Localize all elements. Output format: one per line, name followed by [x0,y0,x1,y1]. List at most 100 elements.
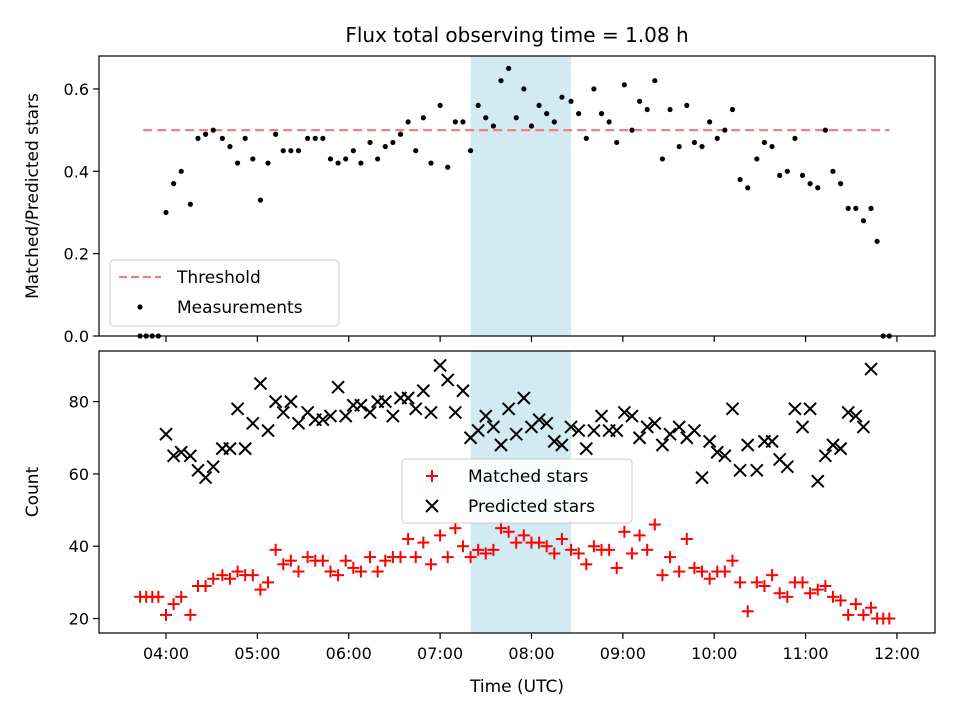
predicted-point [811,474,825,488]
predicted-point [331,380,345,394]
measurement-point [375,156,381,162]
matched-point [750,576,763,589]
predicted-point [284,394,298,409]
predicted-point [509,427,523,441]
predicted-point [610,423,624,438]
predicted-point [441,373,455,387]
measurement-point [667,106,673,113]
predicted-point [174,445,188,459]
predicted-point [826,438,840,452]
y-axis-ticks: 0.0 0.2 0.4 0.6 [64,80,99,346]
legend: Threshold Measurements [109,259,340,327]
matched-point [540,540,553,553]
measurement-point [568,98,574,104]
predicted-point [409,402,423,416]
matched-point [394,551,407,564]
measurement-point [195,135,201,141]
measurement-point [784,168,790,174]
measurement-point [265,160,271,166]
predicted-point [206,459,220,474]
measurement-point [722,127,728,133]
matched-point [648,518,661,531]
predicted-point [291,416,306,431]
predicted-point [354,398,368,412]
matched-point [479,547,492,560]
measurement-point [420,115,426,121]
measurement-point [614,139,620,146]
measurement-point [242,135,248,141]
measurement-point [754,156,760,162]
measurement-point [475,102,481,109]
measurement-point [305,135,311,141]
predicted-point [223,441,237,456]
matched-point [495,522,508,535]
matched-point [207,572,220,585]
measurement-point [591,86,597,92]
measurement-point [312,135,318,141]
measurement-point [280,148,286,154]
measurement-point [327,156,334,162]
measurement-point [202,131,209,137]
predicted-point [803,402,817,416]
legend-label-threshold: Threshold [176,268,261,288]
matched-point [316,554,329,567]
predicted-point [268,394,283,409]
measurement-point [792,135,798,141]
count-panel: 20 40 60 80 04:00 05:00 06:00 07:00 08:00 09:00 1… [23,350,936,663]
measurement-point [807,181,813,187]
matched-point [364,551,377,564]
measurement-point [830,168,836,174]
predicted-point [617,405,632,420]
predicted-point [547,434,562,449]
matched-point [167,598,180,611]
matched-point [277,558,290,571]
matched-point [371,565,384,578]
measurement-point [234,160,241,166]
matched-point [548,547,561,560]
y-axis-label: Matched/Predicted stars [23,93,43,299]
measurement-point [621,82,627,88]
matched-point [718,565,731,578]
matched-point [434,529,447,542]
predicted-point [166,449,181,463]
measurement-point [729,106,736,113]
measurement-point [227,143,233,150]
measurement-point [652,78,658,84]
measurement-point [868,205,874,211]
matched-point [555,533,568,545]
predicted-point [765,434,779,449]
predicted-point [555,438,569,452]
matched-point [664,551,677,564]
matched-point [587,540,600,553]
matched-point [347,561,360,574]
measurement-point [405,119,411,125]
predicted-point [338,409,353,423]
matched-point [533,536,546,549]
measurement-point [606,119,612,125]
y-axis-ticks: 20 40 60 80 [69,393,99,629]
matched-point [292,565,305,578]
matched-point [580,558,593,571]
matched-point [254,583,267,596]
matched-point [216,569,229,582]
measurement-point [445,164,451,170]
predicted-point [246,416,260,431]
measurement-point [636,98,643,104]
x-axis-ticks: 04:00 05:00 06:00 07:00 08:00 09:00 10:00 11:00… [143,633,920,663]
measurement-point [845,205,851,211]
matched-point [696,565,709,578]
measurement-point [320,135,326,141]
highlight-band [470,56,572,336]
matched-point [510,536,523,549]
measurement-point [691,139,698,146]
matched-point [819,580,832,592]
measurement-point [860,218,867,224]
matched-point [231,565,244,578]
matched-point [883,612,896,625]
matched-point [758,580,771,592]
matched-point [625,547,638,560]
predicted-point [710,445,724,459]
predicted-point [788,402,802,416]
y-tick-label: 60 [69,465,89,484]
measurement-point [506,65,512,71]
